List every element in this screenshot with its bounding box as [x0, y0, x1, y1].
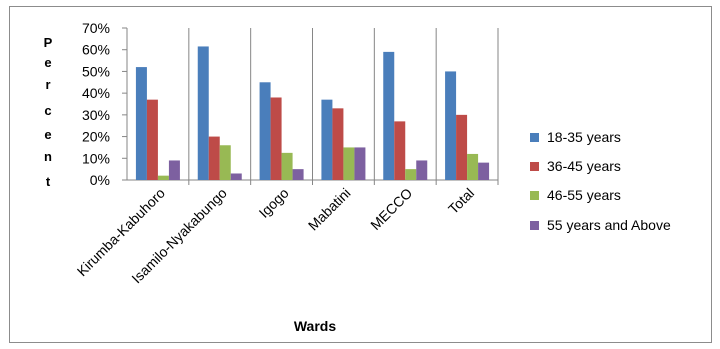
x-tick-label: MECCO [367, 185, 415, 233]
legend: 18-35 years 36-45 years 46-55 years 55 year… [530, 129, 671, 233]
bar [259, 82, 271, 180]
y-axis-label-letter: t [46, 174, 51, 189]
bars [135, 46, 490, 181]
y-tick-label: 20% [82, 129, 110, 145]
y-axis-ticks: 0% 10% 20% 30% 40% 50% 60% 70% [82, 20, 127, 188]
bar [157, 175, 169, 180]
y-tick-label: 30% [82, 107, 110, 123]
legend-label: 36-45 years [547, 158, 621, 174]
legend-swatch [530, 191, 539, 200]
y-axis-label-letter: r [45, 77, 50, 92]
bar [383, 51, 395, 181]
y-axis-label-letter: n [44, 149, 52, 164]
y-axis-label-letter: e [44, 55, 51, 70]
y-axis-label-letter: e [44, 127, 51, 142]
legend-swatch [530, 162, 539, 171]
bar [168, 160, 180, 180]
bar [197, 46, 209, 181]
x-tick-label: Igogo [256, 185, 292, 221]
bar [354, 147, 366, 180]
bar [405, 169, 417, 180]
y-tick-label: 70% [82, 20, 110, 36]
plot-area [126, 28, 499, 185]
bar [456, 114, 468, 180]
y-tick-label: 60% [82, 42, 110, 58]
bar [343, 147, 355, 180]
y-axis-label-letter: P [44, 35, 53, 50]
bar [416, 160, 428, 180]
y-tick-label: 40% [82, 85, 110, 101]
legend-label: 46-55 years [547, 187, 621, 203]
legend-label: 18-35 years [547, 129, 621, 145]
bar [445, 71, 457, 180]
bar [478, 162, 490, 180]
bar [332, 108, 344, 180]
bar [135, 67, 147, 180]
y-tick-label: 0% [90, 172, 110, 188]
bar [292, 169, 304, 180]
legend-swatch [530, 221, 539, 230]
bar [467, 153, 479, 180]
x-axis-label: Wards [294, 318, 336, 334]
bar [321, 99, 333, 180]
x-tick-label: Total [445, 185, 477, 217]
legend-label: 55 years and Above [547, 217, 671, 233]
bar [270, 97, 282, 180]
bar [230, 173, 242, 180]
y-axis-label-letter: c [44, 103, 51, 118]
bar [146, 99, 158, 180]
legend-swatch [530, 133, 539, 142]
bar [219, 145, 231, 180]
y-tick-label: 50% [82, 63, 110, 79]
bar [208, 136, 220, 180]
y-tick-label: 10% [82, 150, 110, 166]
bar [394, 121, 406, 180]
x-tick-label: Mabatini [305, 185, 354, 234]
bar [281, 152, 293, 180]
